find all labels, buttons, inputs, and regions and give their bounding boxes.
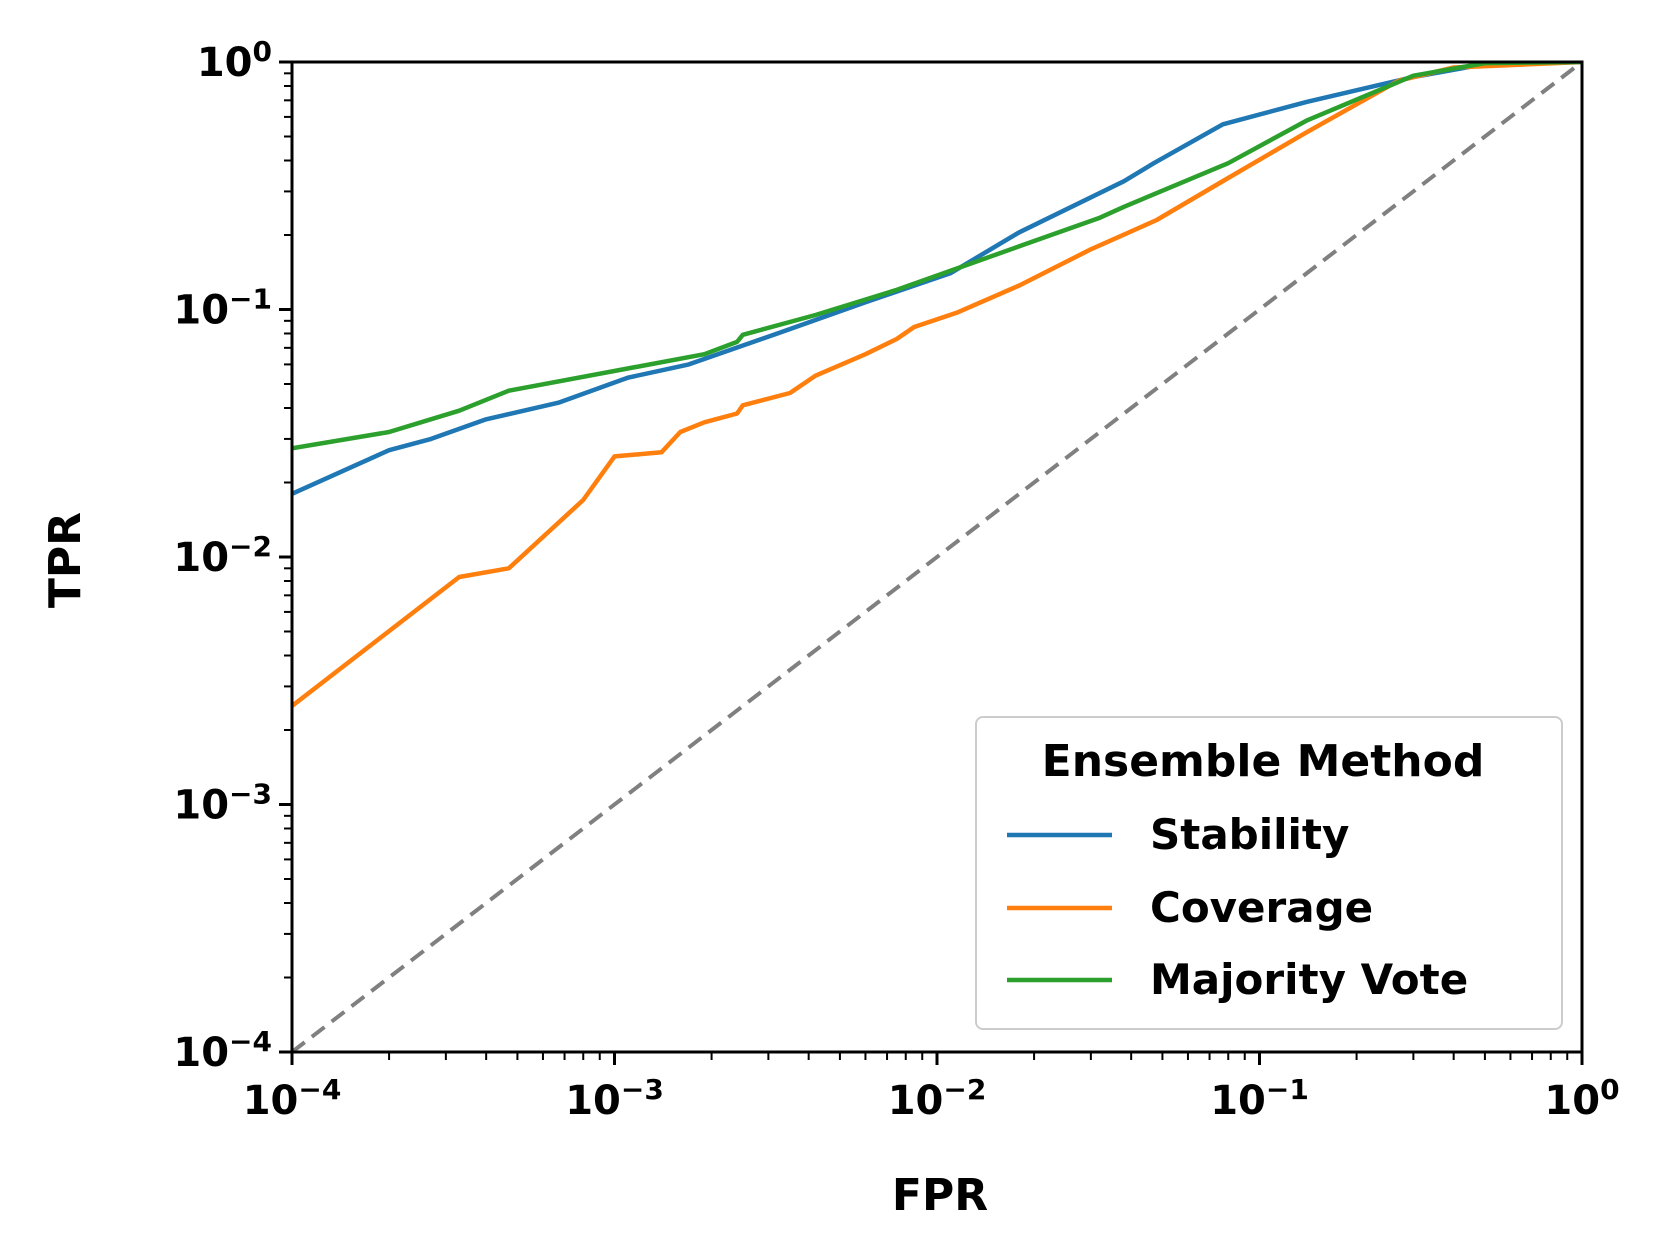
y-tick-5: 100 [197,35,272,86]
legend-entry-coverage: Coverage [1007,883,1373,932]
legend: Ensemble Method Stability Coverage Major… [975,716,1563,1030]
legend-title: Ensemble Method [1042,736,1485,787]
y-tick-1: 10−4 [173,1025,272,1076]
x-tick-1: 10−4 [243,1073,342,1124]
legend-label-coverage: Coverage [1150,883,1373,932]
reference-diagonal-line [290,60,1584,1054]
x-tick-3: 10−2 [888,1073,987,1124]
x-tick-4: 10−1 [1210,1073,1309,1124]
x-tick-2: 10−3 [565,1073,664,1124]
x-tick-label: 100 [1544,1073,1619,1124]
x-tick-label: 10−3 [565,1073,664,1124]
y-tick-label: 10−2 [173,530,272,581]
legend-label-stability: Stability [1150,810,1349,859]
y-axis-ticks: 10−4 10−3 10−2 10−1 100 [173,35,272,1076]
y-tick-3: 10−2 [173,530,272,581]
y-tick-4: 10−1 [173,283,272,334]
legend-label-majority-vote: Majority Vote [1150,955,1468,1004]
legend-entry-majority-vote: Majority Vote [1007,955,1468,1004]
y-tick-2: 10−3 [173,778,272,829]
series-line-coverage [292,62,1582,708]
series-line-majority-vote [292,62,1582,451]
x-axis-ticks: 10−4 10−3 10−2 10−1 100 [243,1073,1620,1124]
legend-box [975,716,1563,1030]
y-tick-label: 10−4 [173,1025,272,1076]
plot-frame [290,60,1584,1054]
x-tick-label: 10−4 [243,1073,342,1124]
x-tick-5: 100 [1544,1073,1619,1124]
y-tick-label: 10−3 [173,778,272,829]
x-axis-label: FPR [892,1170,988,1221]
legend-entry-stability: Stability [1007,810,1349,859]
y-axis-label: TPR [40,512,91,608]
x-tick-label: 10−2 [888,1073,987,1124]
x-tick-label: 10−1 [1210,1073,1309,1124]
y-tick-label: 100 [197,35,272,86]
plot-area [290,60,1584,1054]
y-tick-label: 10−1 [173,283,272,334]
